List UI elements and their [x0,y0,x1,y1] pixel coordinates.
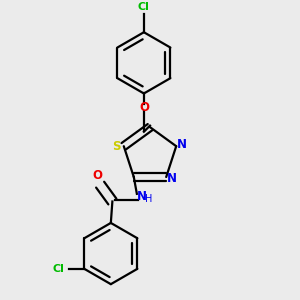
Text: S: S [112,140,120,153]
Text: Cl: Cl [52,264,64,274]
Text: N: N [177,138,187,151]
Text: O: O [139,101,149,114]
Text: N: N [136,190,146,203]
Text: O: O [92,169,102,182]
Text: H: H [145,194,152,204]
Text: N: N [167,172,177,185]
Text: Cl: Cl [138,2,150,12]
